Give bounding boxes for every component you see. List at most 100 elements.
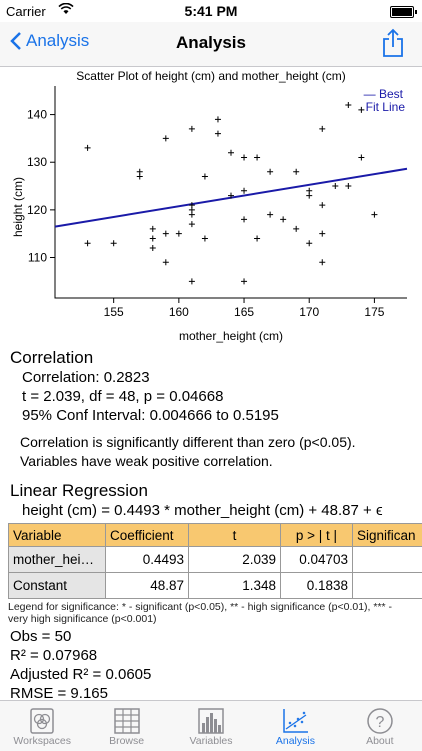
data-point [111, 240, 117, 246]
data-point [280, 216, 286, 222]
data-point [254, 235, 260, 241]
y-axis-label: height (cm) [11, 177, 25, 237]
regression-heading: Linear Regression [10, 481, 422, 501]
t-cell: 1.348 [189, 573, 281, 599]
tab-label: Variables [169, 735, 253, 747]
data-point [358, 107, 364, 113]
data-point [150, 226, 156, 232]
t-cell: 2.039 [189, 547, 281, 573]
y-tick-label: 140 [27, 108, 47, 122]
data-point [358, 154, 364, 160]
plot-axes [55, 86, 407, 298]
share-icon [382, 28, 404, 58]
x-tick-label: 165 [234, 305, 254, 319]
data-point [189, 212, 195, 218]
data-point [306, 193, 312, 199]
correlation-test: t = 2.039, df = 48, p = 0.04668 [22, 387, 422, 406]
data-point [319, 231, 325, 237]
data-point [267, 212, 273, 218]
data-point [163, 231, 169, 237]
adjusted-r-squared-value: Adjusted R² = 0.0605 [10, 665, 422, 684]
data-point [85, 145, 91, 151]
r-squared-value: R² = 0.07968 [10, 646, 422, 665]
table-row: mother_hei… 0.4493 2.039 0.04703 [9, 547, 422, 573]
x-tick-label: 170 [299, 305, 319, 319]
scatter-chart: Scatter Plot of height (cm) and mother_h… [0, 68, 422, 346]
data-point [254, 154, 260, 160]
data-point [241, 154, 247, 160]
data-point [293, 169, 299, 175]
data-point [241, 216, 247, 222]
data-point [202, 235, 208, 241]
chart-title: Scatter Plot of height (cm) and mother_h… [76, 69, 345, 83]
svg-text:?: ? [375, 714, 384, 731]
legend-label-line1: — Best [364, 87, 404, 101]
data-point [176, 231, 182, 237]
tab-label: Browse [84, 735, 168, 747]
data-point [150, 235, 156, 241]
correlation-ci: 95% Conf Interval: 0.004666 to 0.5195 [22, 406, 422, 425]
workspaces-icon [28, 707, 56, 735]
data-point [163, 135, 169, 141]
y-tick-label: 130 [27, 155, 47, 169]
data-point [85, 240, 91, 246]
data-point [163, 259, 169, 265]
correlation-value: Correlation: 0.2823 [22, 368, 422, 387]
data-point [267, 169, 273, 175]
data-point [345, 102, 351, 108]
data-point [371, 212, 377, 218]
bar-chart-icon [197, 707, 225, 735]
significance-legend-line2: very high significance (p<0.001) [8, 613, 422, 625]
tab-label: Analysis [253, 735, 337, 747]
tab-variables[interactable]: Variables [169, 701, 253, 751]
y-tick-label: 110 [28, 251, 47, 265]
column-header: Significan [353, 524, 422, 547]
table-row: Constant 48.87 1.348 0.1838 [9, 573, 422, 599]
tab-analysis[interactable]: Analysis [253, 701, 337, 751]
regression-table: Variable Coefficient t p > | t | Signifi… [8, 523, 422, 599]
data-point [150, 245, 156, 251]
tab-workspaces[interactable]: Workspaces [0, 701, 84, 751]
data-point [215, 131, 221, 137]
x-tick-label: 155 [104, 305, 124, 319]
data-point [345, 183, 351, 189]
data-point [228, 150, 234, 156]
page-title: Analysis [0, 33, 422, 53]
data-point [293, 226, 299, 232]
data-point [241, 278, 247, 284]
results-panel: Correlation Correlation: 0.2823 t = 2.03… [0, 346, 422, 703]
tab-browse[interactable]: Browse [84, 701, 168, 751]
data-point [319, 202, 325, 208]
column-header: Coefficient [106, 524, 189, 547]
status-bar: Carrier 5:41 PM [0, 0, 422, 22]
x-axis-label: mother_height (cm) [179, 329, 283, 343]
significance-cell [353, 573, 422, 599]
tab-label: About [338, 735, 422, 747]
share-button[interactable] [382, 28, 404, 63]
variable-cell: Constant [9, 573, 106, 599]
column-header: t [189, 524, 281, 547]
p-cell: 0.04703 [281, 547, 353, 573]
data-point [137, 174, 143, 180]
data-point [332, 183, 338, 189]
help-icon: ? [366, 707, 394, 735]
obs-value: Obs = 50 [10, 627, 422, 646]
grid-icon [113, 707, 141, 735]
correlation-heading: Correlation [10, 348, 422, 368]
clock: 5:41 PM [0, 3, 422, 19]
data-point [189, 221, 195, 227]
correlation-note-2: Variables have weak positive correlation… [20, 452, 422, 471]
data-point [306, 240, 312, 246]
table-header-row: Variable Coefficient t p > | t | Signifi… [9, 524, 422, 547]
scatter-icon [281, 707, 309, 735]
variable-cell: mother_hei… [9, 547, 106, 573]
tab-bar: Workspaces Browse Variables Analysis ? A… [0, 700, 422, 751]
p-cell: 0.1838 [281, 573, 353, 599]
x-tick-label: 175 [364, 305, 384, 319]
significance-legend-line1: Legend for significance: * - significant… [8, 601, 422, 613]
tab-about[interactable]: ? About [338, 701, 422, 751]
data-point [189, 126, 195, 132]
data-point [202, 174, 208, 180]
data-point [241, 188, 247, 194]
regression-equation: height (cm) = 0.4493 * mother_height (cm… [22, 501, 422, 520]
